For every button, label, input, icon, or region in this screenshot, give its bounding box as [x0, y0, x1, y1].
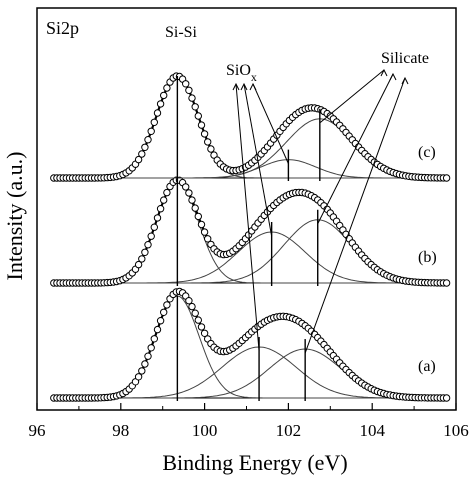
data-point: [134, 373, 143, 381]
annotation-leader-line: [317, 73, 394, 224]
data-point: [153, 214, 162, 222]
curves-layer: [50, 72, 451, 402]
data-point: [160, 91, 168, 100]
data-point: [188, 302, 196, 311]
data-point: [134, 260, 143, 269]
data-point: [197, 323, 206, 331]
data-point: [191, 103, 199, 111]
data-point: [197, 121, 206, 129]
x-tick-label: 98: [112, 421, 129, 440]
y-axis-label: Intensity (a.u.): [2, 152, 27, 281]
leader-arrowhead: [249, 82, 257, 91]
leader-arrowhead: [232, 82, 240, 91]
x-tick-label: 102: [276, 421, 302, 440]
x-tick-label: 106: [443, 421, 469, 440]
panel-title: Si2p: [46, 18, 79, 38]
data-point: [191, 204, 199, 212]
data-point: [163, 84, 171, 92]
data-point: [200, 329, 209, 337]
data-point: [150, 118, 159, 127]
data-point: [188, 196, 196, 204]
data-point: [200, 130, 209, 138]
data-point: [207, 145, 215, 153]
annotation-leader-line: [319, 69, 385, 124]
series-label-b: (b): [418, 249, 437, 266]
data-point: [144, 241, 152, 249]
data-point: [160, 196, 168, 204]
data-point: [147, 344, 155, 352]
guide-lines-layer: [176, 68, 409, 401]
component-peak-silicate: [53, 348, 448, 399]
series-label-c: (c): [418, 144, 436, 161]
data-point: [185, 86, 193, 95]
leader-arrowhead: [389, 72, 397, 81]
annotation-siox: SiOx: [226, 62, 257, 84]
leader-arrowhead: [240, 82, 248, 91]
data-point: [153, 109, 162, 117]
annotation-silicate: Silicate: [381, 50, 429, 67]
data-point: [160, 308, 168, 316]
data-point: [138, 150, 146, 158]
data-point: [156, 100, 165, 108]
data-point: [144, 352, 152, 360]
data-point: [141, 360, 149, 368]
annotation-leader-line: [252, 83, 289, 164]
data-point: [163, 188, 171, 197]
x-tick-label: 96: [29, 421, 46, 440]
data-point: [194, 316, 203, 324]
annotation-leader-line: [235, 83, 260, 352]
data-point: [150, 335, 159, 343]
data-point: [204, 235, 212, 243]
data-point: [182, 183, 190, 191]
data-point: [163, 301, 171, 309]
annotation-si-si: Si-Si: [165, 24, 198, 41]
x-tick-label: 100: [192, 421, 218, 440]
data-point: [147, 127, 155, 136]
data-point: [194, 112, 203, 120]
component-peak-siox: [53, 346, 448, 399]
x-axis-label: Binding Energy (eV): [162, 450, 347, 475]
data-point: [138, 367, 146, 375]
data-point: [134, 155, 143, 164]
data-point: [191, 309, 199, 317]
annotation-leader-line: [304, 77, 406, 354]
data-point: [156, 205, 165, 213]
data-point: [156, 317, 165, 325]
leader-arrowhead: [401, 76, 409, 85]
leader-arrowhead: [380, 68, 388, 77]
series-label-a: (a): [418, 358, 436, 375]
data-point: [442, 279, 451, 287]
data-point: [204, 138, 212, 146]
fit-envelope: [53, 290, 448, 400]
annotation-siox-subscript: x: [251, 70, 257, 84]
data-point: [141, 248, 149, 257]
data-point: [185, 297, 193, 305]
annotation-leader-line: [243, 83, 273, 237]
data-point: [182, 80, 190, 88]
data-point: [194, 212, 203, 221]
data-point: [197, 220, 206, 229]
data-point: [442, 394, 451, 402]
data-point: [147, 232, 155, 240]
x-tick-label: 104: [359, 421, 385, 440]
data-point: [138, 255, 146, 263]
data-point: [185, 189, 193, 197]
data-point: [150, 223, 159, 231]
data-point: [188, 94, 196, 102]
data-point: [144, 136, 152, 144]
x-ticks: 96 98 100 102 104 106: [29, 403, 469, 440]
annotation-siox-main: SiO: [226, 62, 251, 79]
data-point: [141, 143, 149, 152]
data-point: [442, 174, 451, 182]
data-point: [153, 325, 162, 334]
data-point: [200, 228, 209, 236]
